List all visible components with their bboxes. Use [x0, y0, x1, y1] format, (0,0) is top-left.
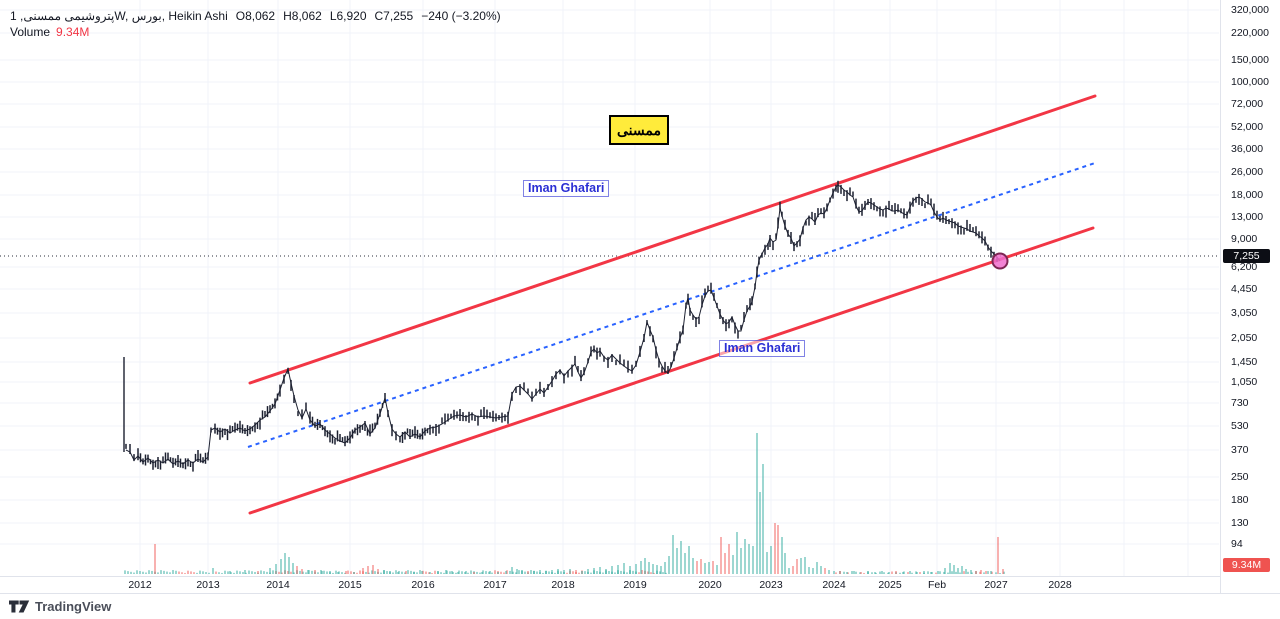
price-axis-label: 320,000 — [1231, 4, 1269, 16]
price-axis-label: 3,050 — [1231, 307, 1258, 319]
ohlc-token: L6,920 — [329, 9, 367, 23]
time-axis-label: 2018 — [551, 579, 575, 591]
price-axis-label: 9,000 — [1231, 233, 1258, 245]
time-axis-label: 2015 — [338, 579, 362, 591]
price-axis-label: 52,000 — [1231, 121, 1264, 133]
chart-legend[interactable]: 1 پتروشیمی ممسنی, W, بورس, Heikin Ashi O8,… — [10, 9, 501, 40]
price-axis-label: 94 — [1231, 538, 1243, 550]
time-axis-label: 2024 — [822, 579, 846, 591]
volume-value: 9.34M — [56, 25, 90, 39]
symbol-token: , Heikin Ashi — [161, 9, 228, 23]
ohlc-token: C7,255 — [374, 9, 414, 23]
time-axis-label: 2012 — [128, 579, 152, 591]
channel-upper-line[interactable] — [248, 94, 1097, 385]
price-axis-label: 13,000 — [1231, 211, 1264, 223]
time-axis[interactable]: 2012 2013 2014 2015 2016 2017 2018 2019 2020 2023… — [0, 576, 1220, 594]
symbol-token: پتروشیمی ممسنی, — [20, 9, 115, 23]
watermark-text-2: Iman Ghafari — [724, 341, 801, 355]
price-axis-label: 2,050 — [1231, 332, 1258, 344]
time-axis-label: 2014 — [266, 579, 290, 591]
footer-bar: TradingView — [0, 593, 1280, 619]
channel-lower-line[interactable] — [248, 226, 1095, 515]
time-axis-label: 2028 — [1048, 579, 1072, 591]
channel-mid-line[interactable] — [247, 162, 1096, 448]
volume-row[interactable]: Volume 9.34M — [10, 25, 501, 40]
price-axis-label: 6,200 — [1231, 261, 1258, 273]
time-axis-label: 2025 — [878, 579, 902, 591]
tradingview-logo-text: TradingView — [35, 599, 112, 614]
chart-pane[interactable]: 1 پتروشیمی ممسنی, W, بورس, Heikin Ashi O8,… — [0, 0, 1220, 576]
time-axis-label: 2013 — [196, 579, 220, 591]
ohlc-token: H8,062 — [283, 9, 322, 23]
time-axis-label: Feb — [927, 579, 947, 591]
price-axis-label: 530 — [1231, 420, 1249, 432]
time-axis-label: 2016 — [411, 579, 435, 591]
current-volume-badge: 9.34M — [1223, 558, 1270, 572]
tradingview-logo-icon — [9, 600, 30, 613]
time-axis-label: 2017 — [483, 579, 507, 591]
price-axis-label: 220,000 — [1231, 27, 1269, 39]
price-axis-label: 130 — [1231, 517, 1249, 529]
price-axis-label: 370 — [1231, 444, 1249, 456]
price-axis-label: 4,450 — [1231, 283, 1258, 295]
price-axis-label: 100,000 — [1231, 76, 1269, 88]
yellow-note-label[interactable]: ممسنی — [609, 115, 669, 145]
price-axis-label: 36,000 — [1231, 143, 1264, 155]
chart-canvas[interactable] — [0, 0, 1220, 576]
watermark-text-1: Iman Ghafari — [528, 181, 605, 195]
watermark-label-1[interactable]: Iman Ghafari — [523, 180, 610, 197]
price-axis-label: 1,450 — [1231, 356, 1258, 368]
symbol-token: 1 — [10, 9, 21, 23]
time-axis-label: 2019 — [623, 579, 647, 591]
symbol-ohlc-row[interactable]: 1 پتروشیمی ممسنی, W, بورس, Heikin Ashi O8,… — [10, 9, 501, 24]
price-axis-label: 1,050 — [1231, 376, 1258, 388]
price-axis-label: 150,000 — [1231, 54, 1269, 66]
price-axis-label: 72,000 — [1231, 98, 1264, 110]
ohlc-token: O8,062 — [235, 9, 276, 23]
ohlc-token: −240 (−3.20%) — [421, 9, 501, 23]
time-axis-label: 2027 — [984, 579, 1008, 591]
watermark-label-2[interactable]: Iman Ghafari — [719, 340, 806, 357]
price-axis[interactable]: 7,255 9.34M 320,000 220,000 150,000 100,000… — [1220, 0, 1280, 593]
price-axis-label: 26,000 — [1231, 166, 1264, 178]
time-axis-label: 2020 — [698, 579, 722, 591]
volume-label: Volume — [10, 25, 51, 39]
price-axis-label: 180 — [1231, 494, 1249, 506]
time-axis-label: 2023 — [759, 579, 783, 591]
yellow-note-text: ممسنی — [617, 121, 661, 138]
price-marker-circle[interactable] — [991, 252, 1009, 270]
tradingview-logo[interactable]: TradingView — [9, 599, 111, 614]
current-price-badge: 7,255 — [1223, 249, 1270, 263]
price-axis-label: 730 — [1231, 397, 1249, 409]
symbol-token: W, — [114, 9, 132, 23]
price-axis-label: 18,000 — [1231, 189, 1264, 201]
symbol-token: بورس — [131, 9, 162, 23]
price-axis-label: 250 — [1231, 471, 1249, 483]
